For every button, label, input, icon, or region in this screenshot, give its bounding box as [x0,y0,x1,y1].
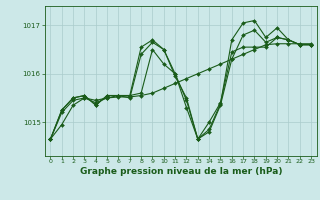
X-axis label: Graphe pression niveau de la mer (hPa): Graphe pression niveau de la mer (hPa) [80,167,282,176]
